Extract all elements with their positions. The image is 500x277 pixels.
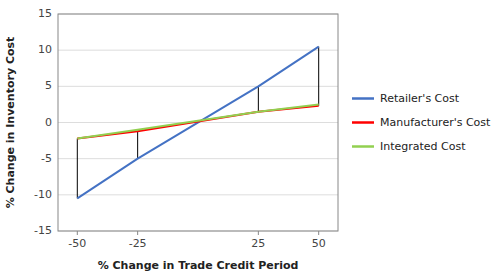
y-tick-label: 10	[38, 43, 52, 56]
x-tick-label: 25	[251, 237, 265, 250]
data-area	[77, 47, 318, 199]
series-line	[77, 47, 318, 199]
x-tick	[318, 231, 319, 235]
y-tick-label: -5	[41, 152, 52, 165]
y-tick-label: 15	[38, 7, 52, 20]
y-tick-label: -10	[34, 188, 52, 201]
x-tick-label: -50	[68, 237, 86, 250]
grid-line	[58, 194, 338, 195]
legend: Retailer's Cost Manufacturer's Cost Integr…	[352, 92, 491, 153]
x-tick-label: -25	[129, 237, 147, 250]
series-line	[77, 104, 318, 138]
plot-frame	[58, 14, 338, 231]
legend-label: Retailer's Cost	[380, 92, 460, 105]
legend-swatch	[352, 145, 374, 148]
y-tick-label: 5	[45, 79, 52, 92]
vertical-segment	[77, 138, 78, 198]
legend-label: Manufacturer's Cost	[380, 116, 491, 129]
legend-swatch	[352, 97, 374, 100]
grid-line	[58, 158, 338, 159]
legend-swatch	[352, 121, 374, 124]
grid-line	[58, 50, 338, 51]
vertical-segment	[258, 86, 259, 111]
y-tick-label: 0	[45, 116, 52, 129]
x-tick	[258, 231, 259, 235]
vertical-segment	[318, 47, 319, 106]
x-axis-label: % Change in Trade Credit Period	[98, 259, 299, 272]
vertical-segment	[137, 131, 138, 158]
legend-label: Integrated Cost	[380, 140, 466, 153]
y-axis-label: % Change in Inventory Cost	[4, 37, 17, 209]
chart: -15-10-5051015-50-252550% Change in Trad…	[0, 0, 500, 277]
grid	[58, 14, 338, 231]
x-tick-label: 50	[312, 237, 326, 250]
x-tick	[77, 231, 78, 235]
y-tick-label: -15	[34, 224, 52, 237]
x-tick	[137, 231, 138, 235]
grid-line	[58, 86, 338, 87]
